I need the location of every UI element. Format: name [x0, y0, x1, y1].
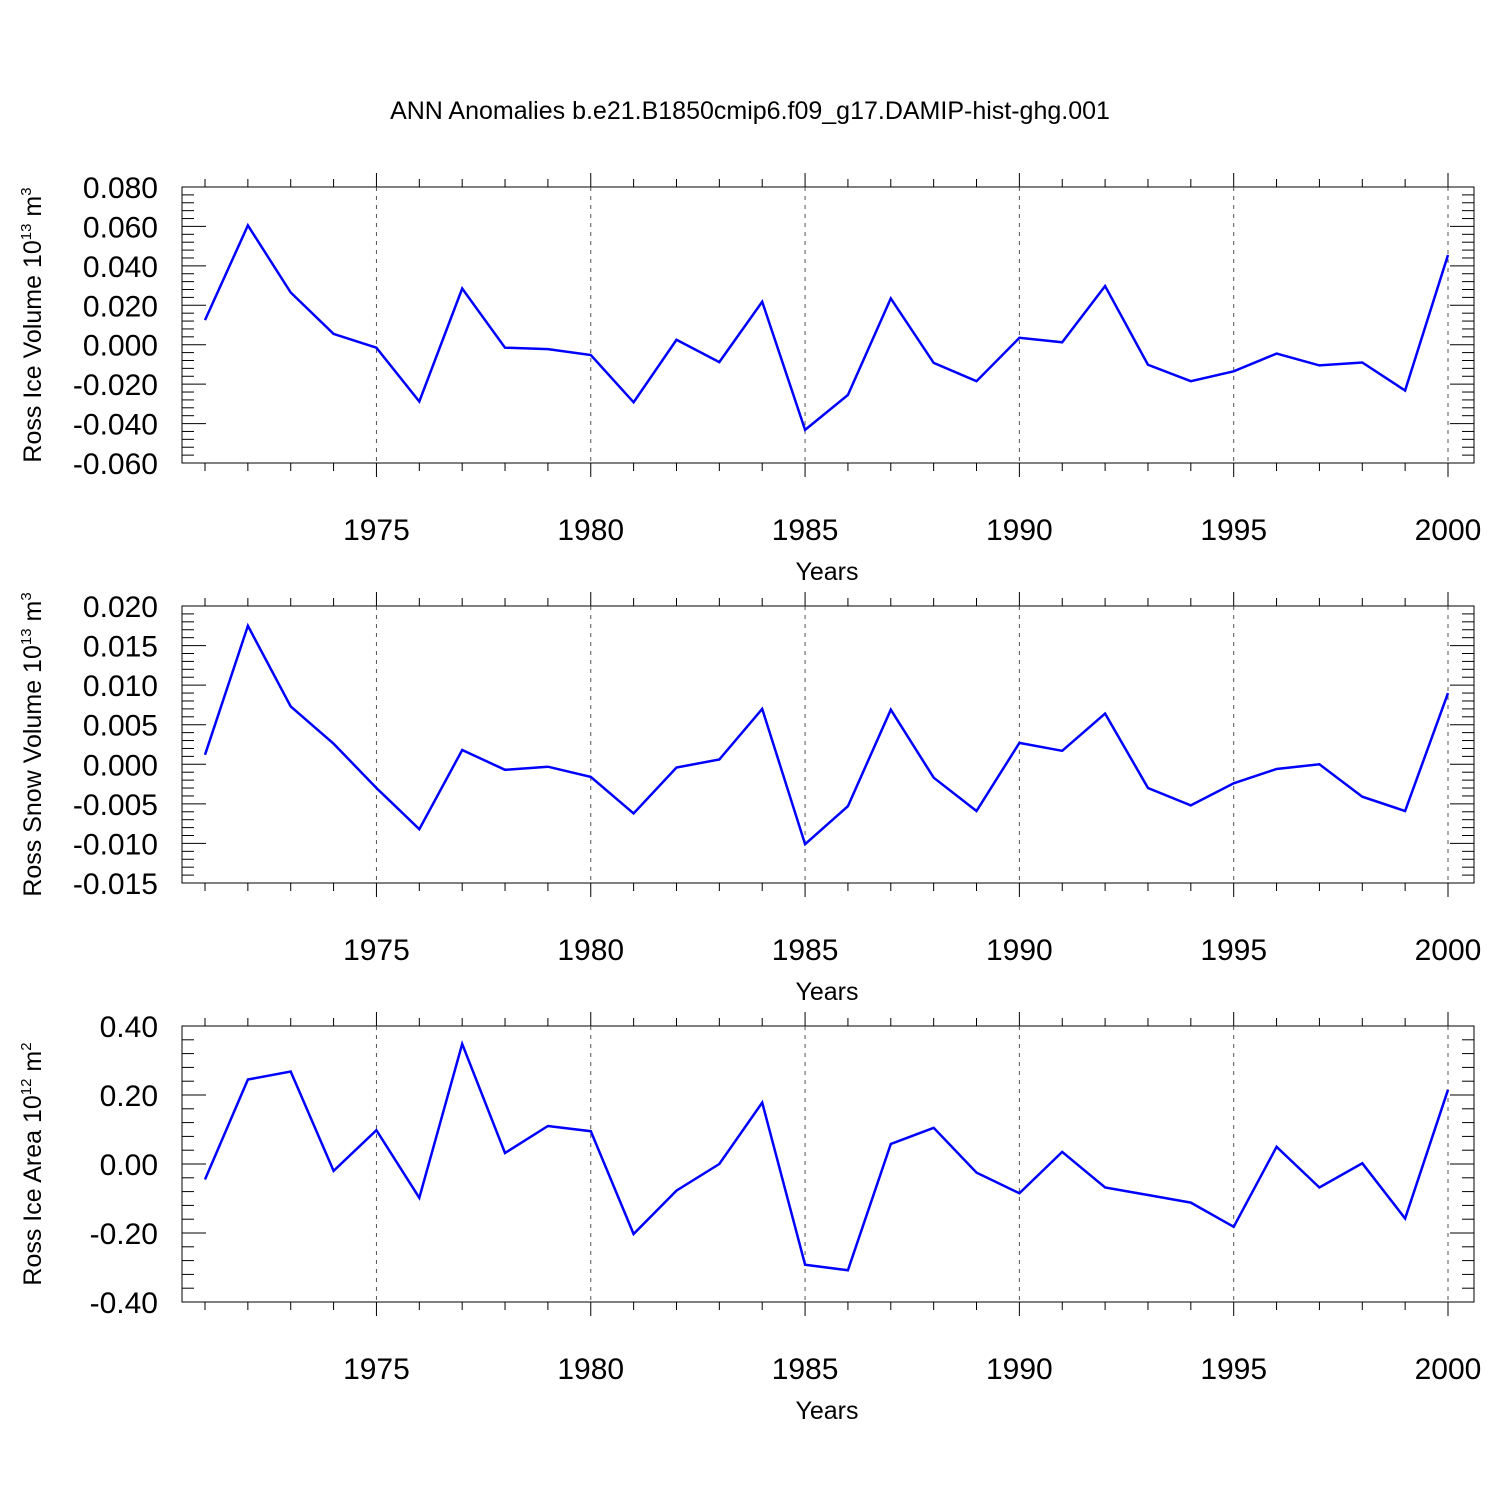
y-tick-label: 0.060 — [83, 211, 158, 244]
y-tick-label: 0.20 — [100, 1080, 158, 1113]
series-line — [203, 222, 1450, 433]
chart-title: ANN Anomalies b.e21.B1850cmip6.f09_g17.D… — [390, 97, 1110, 125]
x-tick-label: 1980 — [557, 514, 624, 547]
snow-volume-panel: -0.015 -0.010 -0.005 0.000 0.005 0.010 0.015 0.… — [18, 591, 1481, 1006]
x-axis-label: Years — [795, 1397, 858, 1425]
ice-area-panel: -0.40 -0.20 0.00 0.20 0.40 1975 1980 1985 1990 19… — [18, 1011, 1481, 1425]
y-tick-label: -0.060 — [73, 448, 158, 481]
y-tick-label: 0.040 — [83, 251, 158, 284]
plot-frame — [181, 605, 1475, 884]
x-tick-label: 1990 — [986, 1353, 1053, 1386]
x-tick-label: 1995 — [1200, 1353, 1267, 1386]
y-tick-label: -0.040 — [73, 409, 158, 442]
y-tick-label: -0.020 — [73, 369, 158, 402]
y-tick-label: -0.015 — [73, 868, 158, 901]
y-tick-label: -0.010 — [73, 828, 158, 861]
x-axis-label: Years — [795, 978, 858, 1006]
y-tick-label: 0.000 — [83, 749, 158, 782]
x-tick-label: 1980 — [557, 934, 624, 967]
x-tick-label: 1995 — [1200, 934, 1267, 967]
y-tick-label: 0.000 — [83, 330, 158, 363]
y-tick-label: -0.005 — [73, 789, 158, 822]
x-tick-label: 1985 — [772, 514, 839, 547]
ice-volume-panel: -0.060 -0.040 -0.020 0.000 0.020 0.040 0.060 0.… — [18, 172, 1481, 586]
x-tick-label: 1990 — [986, 514, 1053, 547]
y-axis-label: Ross Snow Volume 1013 m3 — [18, 592, 47, 896]
y-tick-label: 0.015 — [83, 631, 158, 664]
y-axis-label: Ross Ice Volume 1013 m3 — [18, 187, 47, 462]
y-tick-label: 0.00 — [100, 1149, 158, 1182]
y-tick-label: -0.40 — [90, 1287, 158, 1320]
plot-frame — [181, 186, 1475, 464]
y-tick-label: 0.010 — [83, 670, 158, 703]
series-line — [203, 1039, 1450, 1272]
y-tick-label: 0.080 — [83, 172, 158, 205]
plot-frame — [181, 1025, 1475, 1303]
x-tick-label: 1975 — [343, 1353, 410, 1386]
x-tick-label: 1975 — [343, 514, 410, 547]
x-tick-label: 2000 — [1415, 1353, 1482, 1386]
x-tick-label: 1980 — [557, 1353, 624, 1386]
x-tick-label: 1995 — [1200, 514, 1267, 547]
x-tick-label: 1975 — [343, 934, 410, 967]
x-tick-label: 1985 — [772, 934, 839, 967]
y-tick-label: 0.005 — [83, 710, 158, 743]
y-tick-label: 0.020 — [83, 591, 158, 624]
y-tick-label: -0.20 — [90, 1218, 158, 1251]
x-tick-label: 1990 — [986, 934, 1053, 967]
y-tick-label: 0.020 — [83, 290, 158, 323]
y-tick-label: 0.40 — [100, 1011, 158, 1044]
y-axis-label: Ross Ice Area 1012 m2 — [18, 1042, 47, 1285]
x-tick-label: 2000 — [1415, 934, 1482, 967]
x-tick-label: 1985 — [772, 1353, 839, 1386]
series-line — [203, 622, 1450, 847]
x-axis-label: Years — [795, 558, 858, 586]
x-tick-label: 2000 — [1415, 514, 1482, 547]
